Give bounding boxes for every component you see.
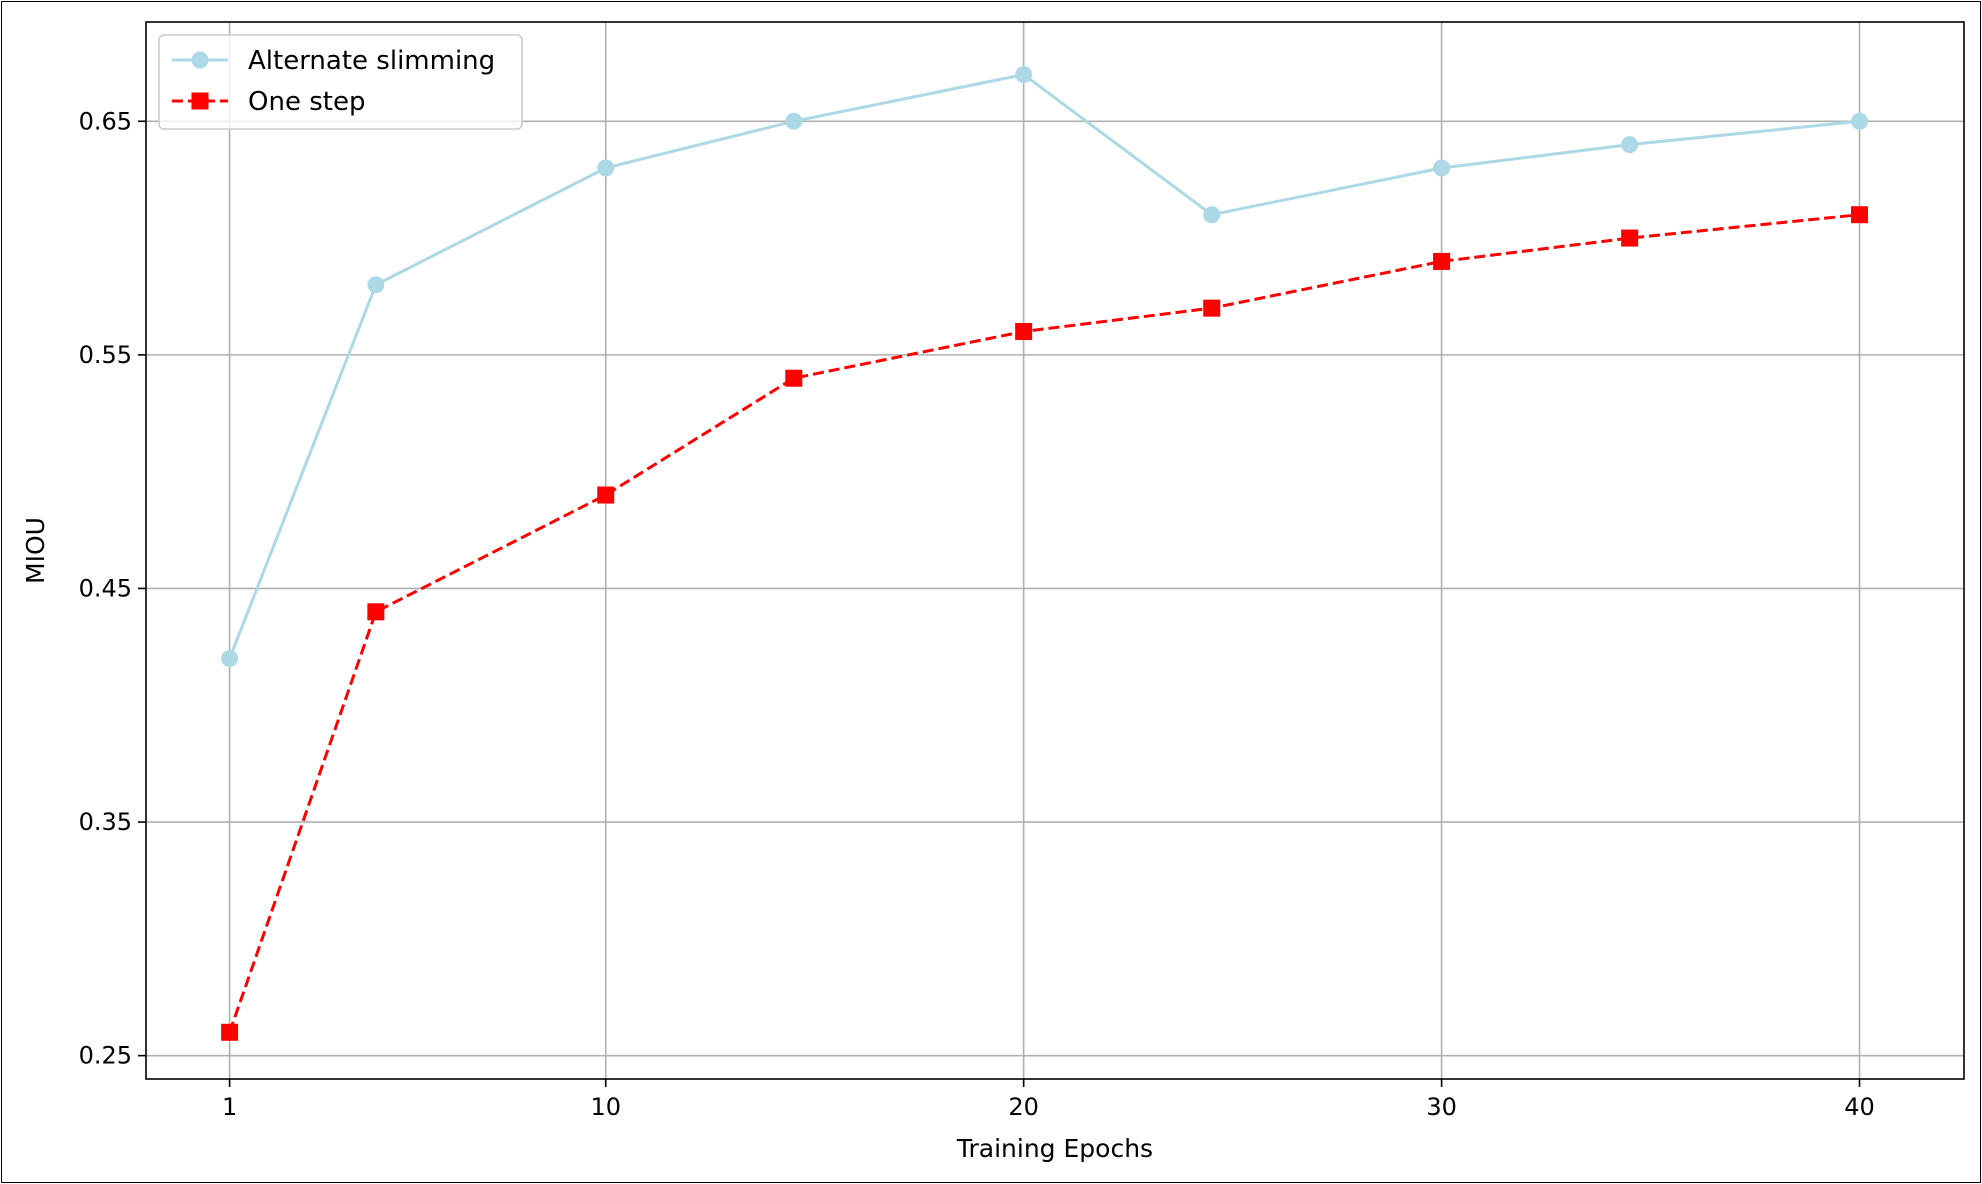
legend-marker [191,92,209,110]
series-1 [221,66,1869,668]
x-tick-label: 1 [222,1093,237,1121]
series-2-point [1433,252,1451,270]
y-tick-label: 0.55 [79,341,132,369]
series-1-point [367,276,385,294]
series-2-point [1851,206,1869,224]
series-2-point [785,369,803,387]
legend-label: One step [248,87,365,117]
y-tick-label: 0.35 [79,808,132,836]
y-tick-label: 0.45 [79,574,132,602]
series-2-point [1203,299,1221,317]
series-1-point [1203,206,1221,224]
series-1-point [785,112,803,130]
series-2-point [1015,323,1033,341]
series-1-point [1621,136,1639,154]
series-1-point [1433,159,1451,177]
series-2-line [228,213,1860,1033]
series-layer [221,66,1869,1041]
x-tick-label: 20 [1008,1093,1039,1121]
series-2-point [367,603,385,621]
series-1-line [228,73,1860,660]
series-1-point [597,159,615,177]
axis-ticks: 1 10 20 30 40 0.25 0.35 0.45 0.55 0.65 [79,107,1875,1121]
y-axis-label: MIOU [21,517,50,584]
legend-box [158,34,523,130]
y-tick-label: 0.25 [79,1042,132,1070]
legend-label: Alternate slimming [248,46,495,76]
series-1-point [1851,112,1869,130]
grid [146,22,1964,1079]
legend-marker [191,51,209,69]
legend-entry: Alternate slimming [172,46,495,76]
x-tick-label: 10 [590,1093,621,1121]
y-tick-label: 0.65 [79,107,132,135]
series-2-point [597,486,615,504]
series-2-point [221,1023,239,1041]
series-1-point [1015,66,1033,84]
series-1-point [221,650,239,668]
legend: Alternate slimming One step [158,34,523,130]
x-tick-label: 30 [1426,1093,1457,1121]
series-2-point [1621,229,1639,247]
x-tick-label: 40 [1844,1093,1875,1121]
plot-area-border [145,21,1965,1080]
x-axis-label: Training Epochs [956,1134,1153,1163]
series-2 [221,206,1869,1041]
legend-entry: One step [172,87,365,117]
